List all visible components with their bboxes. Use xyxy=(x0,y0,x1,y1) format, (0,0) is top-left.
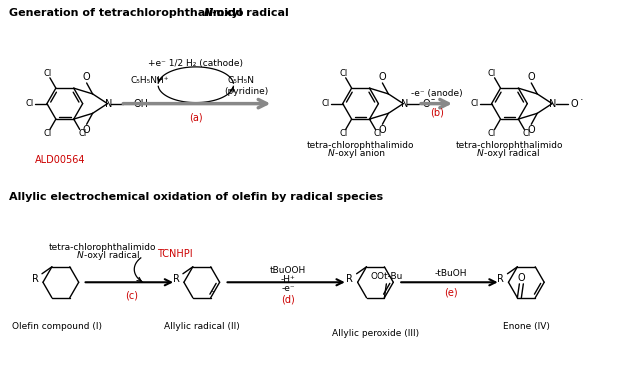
Text: tBuOOH: tBuOOH xyxy=(270,266,306,275)
Text: (c): (c) xyxy=(125,290,138,300)
Text: –: – xyxy=(431,95,435,104)
Text: ·: · xyxy=(580,95,584,105)
Text: -oxyl radical: -oxyl radical xyxy=(212,8,289,18)
Text: O: O xyxy=(422,99,430,109)
Text: O: O xyxy=(83,72,91,82)
Text: -e⁻: -e⁻ xyxy=(281,284,295,293)
Text: O: O xyxy=(518,273,525,283)
Text: C₅H₅NH⁺: C₅H₅NH⁺ xyxy=(131,76,169,85)
Text: OOt-Bu: OOt-Bu xyxy=(370,272,402,281)
Text: Allylic peroxide (III): Allylic peroxide (III) xyxy=(332,329,419,338)
Text: O: O xyxy=(83,125,91,135)
Text: O: O xyxy=(379,125,386,135)
Text: R: R xyxy=(173,274,179,284)
Text: -oxyl anion: -oxyl anion xyxy=(335,149,385,158)
Text: O: O xyxy=(528,125,535,135)
Text: Cl: Cl xyxy=(43,129,51,138)
Text: +e⁻ 1/2 H₂ (cathode): +e⁻ 1/2 H₂ (cathode) xyxy=(148,59,243,68)
Text: O: O xyxy=(379,72,386,82)
Text: tetra-chlorophthalimido: tetra-chlorophthalimido xyxy=(456,141,563,150)
Text: R: R xyxy=(32,274,39,284)
Text: (a): (a) xyxy=(189,112,202,122)
Text: (e): (e) xyxy=(444,287,458,297)
Text: R: R xyxy=(346,274,353,284)
Text: Cl: Cl xyxy=(339,129,348,138)
Text: Cl: Cl xyxy=(43,69,51,78)
Text: -H⁺: -H⁺ xyxy=(281,275,296,284)
Text: (pyridine): (pyridine) xyxy=(224,87,269,96)
Text: N: N xyxy=(477,149,484,158)
Text: -oxyl radical: -oxyl radical xyxy=(484,149,539,158)
Text: C₅H₅N: C₅H₅N xyxy=(228,76,255,85)
Text: N: N xyxy=(549,99,557,109)
Text: ·: · xyxy=(211,286,215,299)
Text: O: O xyxy=(528,72,535,82)
Text: -e⁻ (anode): -e⁻ (anode) xyxy=(411,89,462,98)
Text: Cl: Cl xyxy=(322,99,330,108)
Text: Allylic radical (II): Allylic radical (II) xyxy=(164,322,239,331)
Text: (b): (b) xyxy=(430,108,444,118)
Text: Cl: Cl xyxy=(374,129,382,138)
Text: N: N xyxy=(105,99,112,109)
Text: R: R xyxy=(497,274,504,284)
Text: N: N xyxy=(77,251,84,260)
Text: Cl: Cl xyxy=(522,129,531,138)
Text: Cl: Cl xyxy=(339,69,348,78)
Text: Cl: Cl xyxy=(488,69,496,78)
Text: N: N xyxy=(328,149,334,158)
Text: Olefin compound (I): Olefin compound (I) xyxy=(12,322,102,331)
Text: -oxyl radical: -oxyl radical xyxy=(84,251,139,260)
Text: Cl: Cl xyxy=(471,99,479,108)
Text: N: N xyxy=(401,99,408,109)
Text: Generation of tetrachlorophthalimido: Generation of tetrachlorophthalimido xyxy=(9,8,248,18)
Text: tetra-chlorophthalimido: tetra-chlorophthalimido xyxy=(49,243,156,252)
Text: N: N xyxy=(204,8,213,18)
Text: -tBuOH: -tBuOH xyxy=(434,269,467,278)
Text: Cl: Cl xyxy=(78,129,86,138)
Text: OH: OH xyxy=(133,99,148,109)
Text: O: O xyxy=(571,99,579,109)
Text: Cl: Cl xyxy=(488,129,496,138)
Text: ALD00564: ALD00564 xyxy=(34,155,85,165)
Text: Cl: Cl xyxy=(26,99,34,108)
Text: Allylic electrochemical oxidation of olefin by radical species: Allylic electrochemical oxidation of ole… xyxy=(9,192,383,202)
Text: tetra-chlorophthalimido: tetra-chlorophthalimido xyxy=(307,141,414,150)
Text: TCNHPI: TCNHPI xyxy=(157,249,192,259)
Text: Enone (IV): Enone (IV) xyxy=(503,322,550,331)
Text: (d): (d) xyxy=(281,294,295,304)
